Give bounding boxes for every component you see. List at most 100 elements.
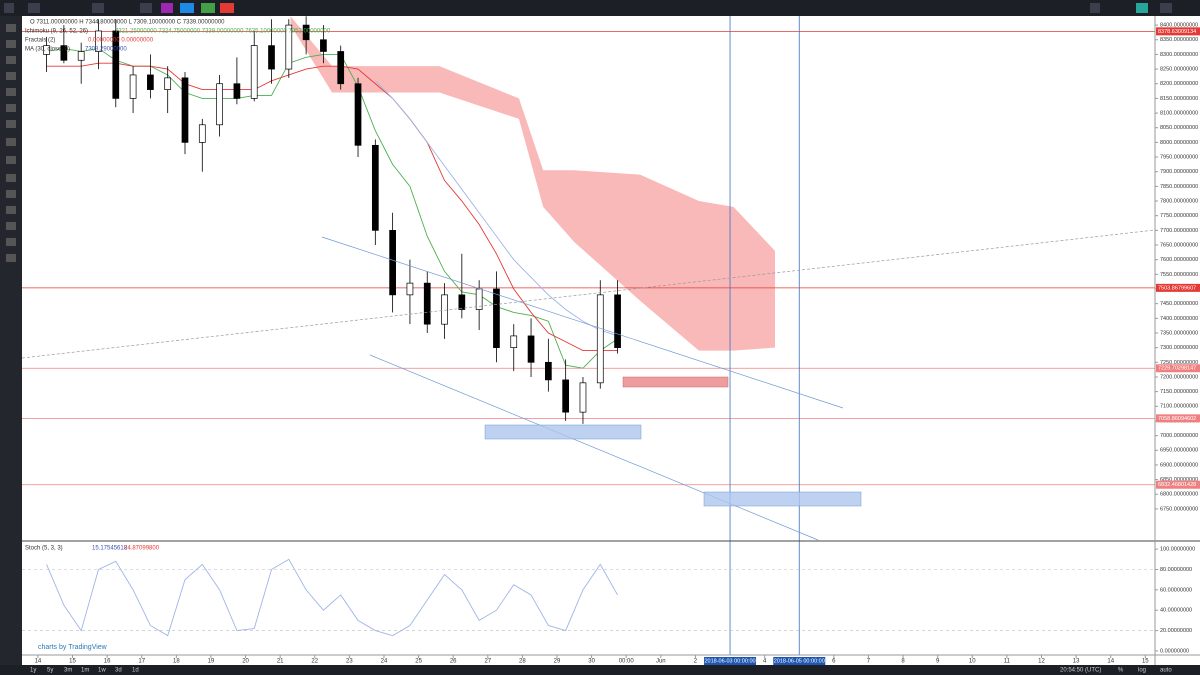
stoch-title: Stoch (5, 3, 3) xyxy=(25,546,63,552)
tool[interactable] xyxy=(6,88,16,96)
x-tick-label: 14 xyxy=(35,659,42,665)
y-tick-label: 6950.00000000 xyxy=(1160,448,1198,454)
x-tick-label: 18 xyxy=(173,659,180,665)
auto-toggle[interactable]: auto xyxy=(1160,668,1172,674)
ichimoku-cloud xyxy=(290,16,776,351)
tool[interactable] xyxy=(6,190,16,198)
x-tick-label: 11 xyxy=(1004,659,1011,665)
level-label: 8378.63009134 xyxy=(1158,29,1196,35)
legend-ohlc: O 7311.00000000 H 7344.80000000 L 7309.1… xyxy=(30,20,225,26)
button[interactable] xyxy=(180,3,194,13)
level-tag xyxy=(1156,414,1200,423)
percent-toggle[interactable]: % xyxy=(1118,668,1124,674)
tool[interactable] xyxy=(6,138,16,146)
range-button[interactable]: 5y xyxy=(47,668,53,674)
tool[interactable] xyxy=(6,40,16,48)
tool[interactable] xyxy=(6,206,16,214)
left-buttons[interactable] xyxy=(6,24,16,262)
tool[interactable] xyxy=(6,72,16,80)
x-tick-label: 29 xyxy=(554,659,561,665)
candle-body xyxy=(423,282,431,325)
tool[interactable] xyxy=(6,222,16,230)
tool[interactable] xyxy=(6,56,16,64)
tool[interactable] xyxy=(6,254,16,262)
button[interactable] xyxy=(161,3,173,13)
candle-body xyxy=(337,51,345,85)
legend-ma: MA (30, close, 0) xyxy=(25,47,70,53)
x-tick-label: 8 xyxy=(901,659,905,665)
x-tick-label: 6 xyxy=(832,659,836,665)
tool[interactable] xyxy=(6,174,16,182)
button[interactable] xyxy=(1160,3,1172,13)
tool[interactable] xyxy=(6,104,16,112)
y-tick-label: 7600.00000000 xyxy=(1160,257,1198,263)
left-toolbar xyxy=(0,16,22,675)
y-tick-label: 6850.00000000 xyxy=(1160,477,1198,483)
y-tick-label: 80.00000000 xyxy=(1160,567,1192,573)
button[interactable] xyxy=(4,3,14,13)
y-tick-label: 8200.00000000 xyxy=(1160,81,1198,87)
x-tick-label: 12 xyxy=(1038,659,1045,665)
range-button[interactable]: 1y xyxy=(30,668,36,674)
button[interactable] xyxy=(92,3,104,13)
x-tick-label: 21 xyxy=(277,659,284,665)
x-tick-label: 15 xyxy=(69,659,76,665)
y-tick-label: 7300.00000000 xyxy=(1160,345,1198,351)
x-tick-label: 23 xyxy=(346,659,353,665)
range-button[interactable]: 1d xyxy=(132,668,139,674)
level-label: 6832.46801428 xyxy=(1158,482,1196,488)
y-tick-label: 7250.00000000 xyxy=(1160,360,1198,366)
button[interactable] xyxy=(1090,3,1100,13)
button[interactable] xyxy=(1136,3,1148,13)
top-buttons[interactable] xyxy=(4,3,1172,13)
range-button[interactable]: 3d xyxy=(115,668,122,674)
date-label: 2018-06-03 00:00:00 xyxy=(704,658,755,664)
stoch-pane: 0.00000000 20.00000000 40.00000000 60.00000… xyxy=(22,547,1195,654)
x-tick-label: 16 xyxy=(104,659,111,665)
button[interactable] xyxy=(28,3,40,13)
x-tick-label: 7 xyxy=(867,659,871,665)
x-tick-label: 2 xyxy=(694,659,698,665)
log-toggle[interactable]: log xyxy=(1138,668,1146,674)
y-tick-label: 7900.00000000 xyxy=(1160,169,1198,175)
y-tick-label: 7100.00000000 xyxy=(1160,404,1198,410)
legend-ichimoku: Ichimoku (9, 26, 52, 26) xyxy=(25,29,88,35)
tool[interactable] xyxy=(6,238,16,246)
y-tick-label: 8300.00000000 xyxy=(1160,52,1198,58)
candle-body xyxy=(43,45,50,55)
legend-ichimoku-values: 7321.25000000 7324.75000000 7339.0000000… xyxy=(115,29,331,35)
x-tick-label: 24 xyxy=(381,659,388,665)
range-button[interactable]: 1w xyxy=(98,668,106,674)
button[interactable] xyxy=(201,3,215,13)
range-button[interactable]: 3m xyxy=(64,668,72,674)
tool[interactable] xyxy=(6,24,16,32)
y-tick-label: 7000.00000000 xyxy=(1160,433,1198,439)
candle-body xyxy=(302,24,310,41)
level-tag xyxy=(1156,364,1200,373)
button[interactable] xyxy=(220,3,234,13)
y-tick-label: 0.00000000 xyxy=(1160,648,1189,654)
date-tag xyxy=(704,657,757,665)
y-tick-label: 6750.00000000 xyxy=(1160,506,1198,512)
candle-body xyxy=(147,74,154,90)
candle-body xyxy=(493,288,500,348)
stoch-d: 24.87099800 xyxy=(124,546,160,552)
y-tick-label: 7200.00000000 xyxy=(1160,374,1198,380)
button[interactable] xyxy=(140,3,152,13)
y-tick-label: 7650.00000000 xyxy=(1160,242,1198,248)
tool[interactable] xyxy=(6,156,16,164)
tool[interactable] xyxy=(6,120,16,128)
range-button[interactable]: 1m xyxy=(81,668,89,674)
x-tick-label: 27 xyxy=(484,659,491,665)
zone xyxy=(484,424,642,440)
x-tick-label: 9 xyxy=(936,659,940,665)
top-toolbar xyxy=(0,0,1200,16)
x-tick-label: 13 xyxy=(1073,659,1080,665)
y-tick-label: 8150.00000000 xyxy=(1160,96,1198,102)
trend-line xyxy=(369,354,819,541)
candle-body xyxy=(285,24,293,70)
y-tick-label: 6900.00000000 xyxy=(1160,462,1198,468)
x-tick-label: 26 xyxy=(450,659,457,665)
